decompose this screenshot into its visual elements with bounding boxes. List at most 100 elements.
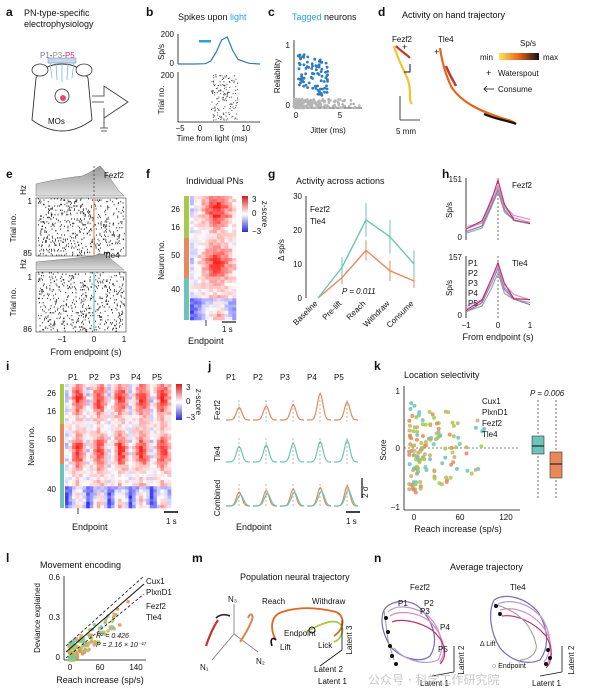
spike-tick [85,224,86,226]
heat-cell [167,483,172,487]
spike-tick [61,203,63,206]
spike-tick [47,250,49,252]
heat-cell [121,489,126,493]
heat-cell [201,316,206,321]
spike-tick [40,229,42,232]
heat-cell [93,415,98,419]
heat-cell [103,449,108,453]
heat-cell [114,390,119,394]
spike-tick [68,245,69,248]
heat-cell [128,430,133,434]
heat-cell [79,408,83,413]
heat-cell [197,211,202,215]
heat-cell [82,458,87,462]
spike-tick [50,319,52,321]
spike-tick [99,314,100,317]
heat-cell [201,301,206,305]
heat-cell [142,418,147,422]
heat-cell [139,480,144,484]
heat-cell [216,223,221,228]
c-tagged-point [322,80,326,83]
spike-tick [68,280,70,283]
spike-tick [121,302,123,304]
spike-tick [50,326,52,328]
heat-cell [205,304,210,308]
raster-tick [235,100,237,102]
heat-cell [128,405,133,410]
heat-cell [142,442,147,447]
heat-cell [107,424,112,428]
c-untagged-point [331,104,335,108]
g-ylabel: Δ sp/s [277,239,286,261]
spike-tick [118,235,120,238]
i-ctick-3: −3 [186,413,196,422]
spike-tick [78,273,79,275]
m-endpoint-marker [308,626,316,634]
l-legend-plxnd1: PlxnD1 [146,588,172,597]
raster-tick [219,81,221,83]
spike-tick [48,234,50,236]
heat-cell [197,239,202,243]
raster-tick [221,116,223,118]
heat-cell [160,452,165,456]
heat-cell [205,301,210,305]
heat-cell [96,427,101,431]
c-tagged-point [299,57,302,61]
c-scatter-points [292,53,361,110]
heat-cell [68,504,73,509]
i-colorbar [176,384,182,420]
raster-tick [229,107,231,109]
heat-cell [68,427,73,431]
spike-tick [45,206,47,209]
spike-tick [41,244,43,246]
spike-tick [102,304,103,307]
heat-cell [86,390,91,394]
heat-cell [96,411,101,416]
heat-cell [79,455,83,459]
spike-tick [62,273,63,275]
heat-cell [86,455,91,459]
heat-cell [193,217,198,222]
spike-tick [62,241,64,243]
heat-cell [213,267,218,271]
heat-cell [142,461,147,465]
heat-cell [209,254,214,259]
heat-cell [65,473,69,478]
c-untagged-point [304,105,307,109]
raster-tick [237,97,238,99]
raster-tick [236,82,238,84]
heat-cell [89,421,94,425]
j-scale-y: 2 σ [361,486,370,498]
heat-cell [135,464,140,468]
heat-cell [125,464,129,468]
spike-tick [100,316,102,318]
n-lat2a: Latent 2 [457,645,466,674]
raster-tick [218,100,220,102]
heat-cell [228,264,233,268]
spike-tick [115,241,117,243]
heat-cell [75,387,80,391]
spike-tick [87,222,89,225]
spike-tick [38,280,39,283]
heat-cell [93,489,98,493]
mos-label: MOs [48,117,65,126]
panel-letter-d: d [378,5,385,19]
k-point [412,466,416,471]
heat-cell [118,498,122,503]
heat-cell [89,492,94,496]
spike-tick [63,284,65,287]
heat-cell [224,205,229,209]
c-untagged-point [302,101,305,104]
heat-cell [149,396,154,400]
panel-g-title: Activity across actions [296,176,385,186]
c-tagged-point [306,86,309,89]
spike-tick [101,319,103,321]
m-reach-trajectory [271,607,344,641]
spike-tick [90,307,92,310]
c-untagged-point [349,99,353,102]
k-point [448,475,453,480]
heat-cell [193,298,198,302]
spike-tick [116,320,117,323]
heat-cell [153,486,158,490]
spike-tick [55,293,56,295]
